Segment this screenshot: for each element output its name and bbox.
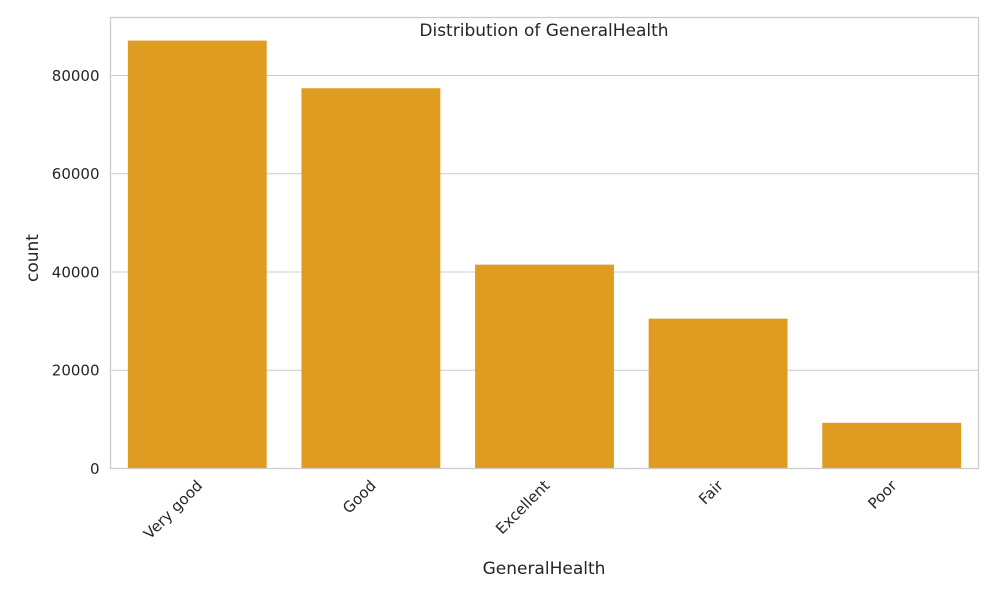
x-tick-label: Fair <box>695 476 727 508</box>
x-tick-label: Very good <box>140 477 206 543</box>
bar-excellent <box>475 264 614 469</box>
y-axis-label: count <box>23 234 43 282</box>
y-tick-label: 60000 <box>52 165 100 183</box>
bar-very-good <box>127 40 267 469</box>
x-tick-label: Good <box>339 477 380 518</box>
y-tick-label: 0 <box>90 460 100 478</box>
y-tick-labels: 0 20000 40000 60000 80000 <box>52 67 100 478</box>
bars <box>127 40 962 469</box>
y-tick-label: 40000 <box>52 263 100 281</box>
plot-frame <box>109 16 980 470</box>
bar-fair <box>648 318 788 469</box>
x-tick-labels: Very good Good Excellent Fair Poor <box>140 476 901 543</box>
x-tick-label: Poor <box>864 476 901 513</box>
y-tick-label: 80000 <box>52 67 100 85</box>
x-tick-label: Excellent <box>492 477 553 538</box>
y-tick-label: 20000 <box>52 362 100 380</box>
bar-good <box>301 88 441 469</box>
bar-poor <box>822 422 962 469</box>
chart-title: Distribution of GeneralHealth <box>419 21 668 41</box>
x-axis-label: GeneralHealth <box>483 559 606 579</box>
